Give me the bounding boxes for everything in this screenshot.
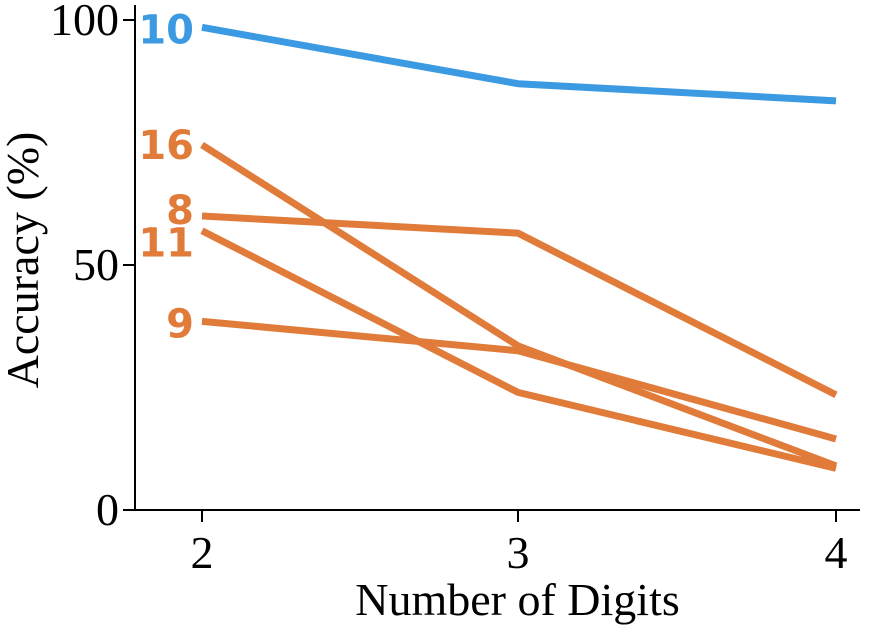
series-line-8	[201, 212, 838, 398]
series-label-16: 16	[138, 123, 194, 169]
series-labels: 10 16 811 9	[138, 7, 194, 347]
series-label-10: 10	[138, 7, 194, 53]
y-tick-label: 100	[50, 0, 119, 45]
series-lines	[200, 23, 838, 472]
series-line-9	[201, 317, 837, 443]
y-tick-label: 50	[73, 239, 119, 290]
y-tick-label: 0	[96, 484, 119, 535]
series-label-8: 8	[166, 188, 194, 234]
x-tick-label: 3	[507, 527, 530, 578]
series-line-11	[200, 227, 837, 472]
x-axis-label: Number of Digits	[355, 574, 680, 625]
series-label-11: 11	[138, 221, 194, 267]
axis-ticks: 0 50 100 2 3 4	[50, 0, 848, 578]
x-tick-label: 4	[825, 527, 848, 578]
y-axis-label: Accuracy (%)	[0, 132, 48, 389]
x-tick-label: 2	[191, 527, 214, 578]
series-label-9: 9	[166, 301, 194, 347]
series-line-10	[201, 23, 837, 105]
series-line-16	[200, 141, 838, 470]
